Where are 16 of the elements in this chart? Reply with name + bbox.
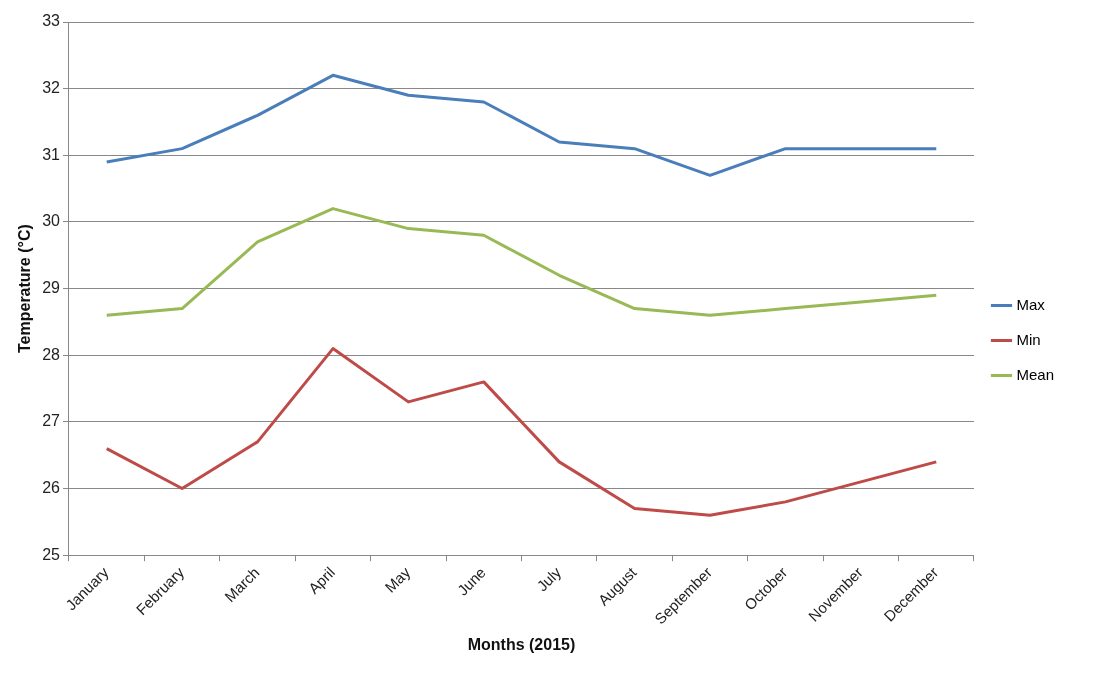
legend-label: Max [1016, 295, 1046, 313]
x-tick-label: July [533, 563, 565, 595]
y-axis-title: Temperature (°C) [16, 224, 34, 353]
legend-label: Min [1016, 330, 1041, 348]
x-tick-label: May [381, 563, 414, 596]
legend-label: Mean [1016, 365, 1055, 383]
x-axis-title: Months (2015) [467, 635, 576, 653]
y-tick-label: 30 [42, 212, 61, 230]
y-tick-label: 31 [42, 145, 61, 163]
y-tick-label: 32 [42, 79, 61, 97]
y-tick-label: 25 [42, 545, 61, 563]
y-tick-label: 33 [42, 12, 61, 30]
y-tick-label: 28 [42, 345, 61, 363]
y-tick-label: 27 [42, 412, 61, 430]
y-tick-label: 26 [42, 478, 61, 496]
y-tick-label: 29 [42, 279, 61, 296]
